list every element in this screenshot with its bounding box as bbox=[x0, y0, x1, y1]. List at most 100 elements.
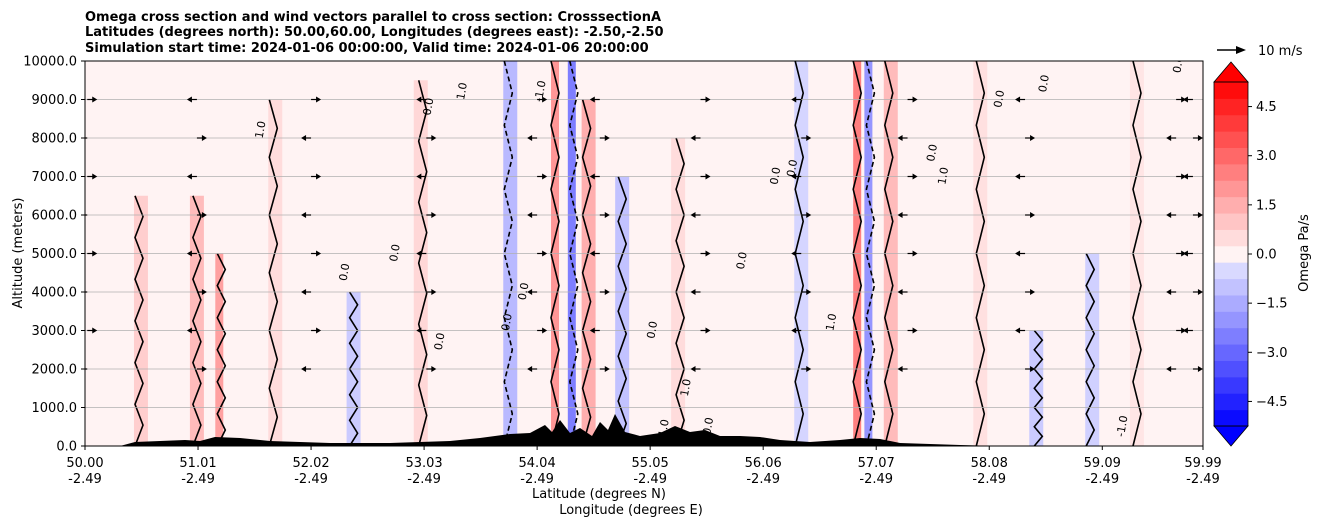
x-tick-label-lon: -2.49 bbox=[746, 472, 780, 487]
quiver-key-arrowhead-icon bbox=[1236, 46, 1246, 54]
colorbar-tick-label: −4.5 bbox=[1256, 395, 1288, 410]
contour-line bbox=[1085, 253, 1096, 446]
contour-line bbox=[581, 99, 592, 446]
x-tick-label-lon: -2.49 bbox=[520, 472, 554, 487]
colorbar-segment bbox=[1214, 376, 1248, 394]
wind-vector-head bbox=[897, 212, 903, 218]
wind-vector-head bbox=[690, 366, 696, 372]
contour-line bbox=[503, 61, 514, 446]
colorbar-segment bbox=[1214, 98, 1248, 116]
x-tick-label-lat: 54.04 bbox=[519, 456, 556, 471]
x-tick-label-lat: 56.06 bbox=[745, 456, 782, 471]
wind-vector-head bbox=[1197, 135, 1203, 141]
wind-vector-head bbox=[1030, 135, 1036, 141]
wind-vector-head bbox=[604, 289, 610, 295]
y-tick-label: 1000.0 bbox=[32, 401, 78, 416]
wind-vector-head bbox=[527, 212, 533, 218]
wind-vector-head bbox=[1015, 96, 1021, 103]
colorbar: 4.5 3.0 1.5 0.0 −1.5 −3.0 −4.5 bbox=[1213, 61, 1288, 447]
x-axis-label-longitude: Longitude (degrees E) bbox=[559, 503, 703, 518]
wind-vector-head bbox=[806, 289, 812, 295]
wind-vector-head bbox=[806, 135, 812, 141]
omega-contours bbox=[134, 61, 1142, 446]
wind-vector-head bbox=[431, 212, 437, 218]
wind-vector-head bbox=[542, 96, 548, 103]
x-tick-label-lon: -2.49 bbox=[68, 472, 102, 487]
colorbar-tick-label: 0.0 bbox=[1256, 248, 1277, 263]
wind-vector-head bbox=[806, 366, 812, 372]
x-tick-label-lat: 57.07 bbox=[858, 456, 895, 471]
wind-vector-head bbox=[416, 327, 422, 334]
y-tick-label: 5000.0 bbox=[32, 247, 78, 262]
colorbar-segment bbox=[1214, 196, 1248, 214]
wind-vector-head bbox=[301, 212, 307, 218]
wind-vector-head bbox=[201, 366, 207, 372]
contour-label: 0.0 bbox=[767, 166, 783, 185]
wind-vector-head bbox=[791, 96, 797, 103]
colorbar-segment bbox=[1214, 245, 1248, 263]
y-tick-label: 6000.0 bbox=[32, 209, 78, 224]
wind-vector-head bbox=[316, 250, 322, 257]
x-tick-label-lat: 50.00 bbox=[66, 456, 103, 471]
wind-vector-head bbox=[1197, 212, 1203, 218]
contour-label: -1.0 bbox=[1114, 414, 1131, 437]
wind-vector-head bbox=[1015, 173, 1021, 180]
wind-vector-head bbox=[186, 96, 192, 103]
colorbar-segment bbox=[1214, 344, 1248, 361]
x-tick-label-lon: -2.49 bbox=[972, 472, 1006, 487]
colorbar-segment bbox=[1214, 114, 1248, 132]
x-tick-label-lon: -2.49 bbox=[1186, 472, 1220, 487]
wind-vector-head bbox=[92, 173, 98, 180]
omega-band bbox=[581, 99, 596, 446]
wind-vector-head bbox=[316, 327, 322, 334]
contour-line bbox=[617, 176, 628, 446]
wind-vector-head bbox=[589, 96, 595, 103]
colorbar-tick-label: 4.5 bbox=[1256, 100, 1277, 115]
contour-label: 1.0 bbox=[253, 120, 269, 139]
wind-vector-head bbox=[1197, 289, 1203, 295]
omega-band bbox=[189, 195, 204, 446]
title-line-2: Latitudes (degrees north): 50.00,60.00, … bbox=[85, 25, 664, 40]
contour-label: 1.0 bbox=[454, 81, 470, 100]
colorbar-tick-label: −1.5 bbox=[1256, 297, 1288, 312]
wind-vector-head bbox=[912, 250, 918, 257]
wind-vector-head bbox=[604, 135, 610, 141]
plot-area: 0.00.00.00.00.00.00.00.00.0 0.00.00.00.00… bbox=[84, 60, 1204, 447]
contour-label: 1.0 bbox=[678, 378, 694, 397]
colorbar-segment bbox=[1214, 409, 1248, 427]
wind-vector-head bbox=[542, 173, 548, 180]
wind-vector-head bbox=[705, 96, 711, 103]
contour-label: 1.0 bbox=[935, 166, 951, 185]
wind-vector-head bbox=[431, 366, 437, 372]
colorbar-segment bbox=[1214, 327, 1248, 345]
colorbar-segment bbox=[1214, 262, 1248, 280]
y-tick-label: 10000.0 bbox=[23, 55, 77, 70]
wind-vector-head bbox=[589, 327, 595, 334]
wind-vector-head bbox=[301, 289, 307, 295]
wind-vector-head bbox=[1166, 135, 1172, 141]
wind-vector-head bbox=[604, 212, 610, 218]
x-tick-label-lat: 51.01 bbox=[179, 456, 216, 471]
wind-vector-head bbox=[186, 173, 192, 180]
wind-vector-head bbox=[589, 250, 595, 257]
wind-vector-head bbox=[705, 250, 711, 257]
wind-vector-head bbox=[1166, 289, 1172, 295]
wind-vector-head bbox=[1030, 289, 1036, 295]
y-tick-label: 0.0 bbox=[56, 440, 77, 455]
colorbar-segment bbox=[1214, 82, 1248, 99]
wind-vector-head bbox=[690, 212, 696, 218]
wind-vector-head bbox=[201, 289, 207, 295]
x-tick-label-lon: -2.49 bbox=[181, 472, 215, 487]
colorbar-extend-max bbox=[1213, 61, 1249, 83]
title-line-1: Omega cross section and wind vectors par… bbox=[85, 10, 661, 25]
wind-vector-head bbox=[92, 250, 98, 257]
contour-line bbox=[268, 99, 279, 446]
colorbar-segment bbox=[1214, 131, 1248, 149]
contour-label: 1.0 bbox=[823, 312, 839, 331]
wind-vector-head bbox=[1015, 327, 1021, 334]
quiver-key: 10 m/s bbox=[1217, 44, 1303, 59]
wind-vector-head bbox=[542, 327, 548, 334]
colorbar-segment bbox=[1214, 163, 1248, 181]
wind-vector-head bbox=[806, 212, 812, 218]
contour-label: 0.0 bbox=[499, 312, 515, 331]
